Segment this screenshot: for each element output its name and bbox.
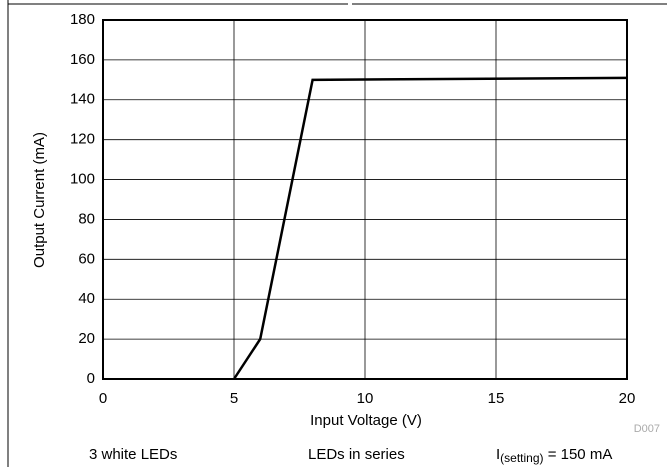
y-tick-label: 180 <box>70 11 95 28</box>
y-tick-label: 100 <box>70 171 95 188</box>
y-tick-label: 20 <box>78 330 95 347</box>
grid <box>102 19 628 380</box>
x-tick-label: 10 <box>357 390 374 407</box>
y-tick-label: 0 <box>87 370 95 387</box>
x-tick-label: 15 <box>488 390 505 407</box>
y-tick-label: 160 <box>70 51 95 68</box>
x-axis-label: Input Voltage (V) <box>310 412 422 429</box>
x-tick-label: 20 <box>619 390 636 407</box>
y-axis-label: Output Current (mA) <box>31 132 48 268</box>
plot-border <box>102 19 628 380</box>
data-line <box>232 76 628 380</box>
y-tick-label: 80 <box>78 210 95 227</box>
setting-note: I(setting) = 150 mA <box>496 446 612 465</box>
setting-sub: (setting) <box>500 451 543 465</box>
x-tick-label: 5 <box>230 390 238 407</box>
y-tick-label: 120 <box>70 131 95 148</box>
y-tick-label: 40 <box>78 290 95 307</box>
x-tick-label: 0 <box>99 390 107 407</box>
setting-rest: = 150 mA <box>544 446 613 463</box>
setting-main: I <box>496 446 500 463</box>
note: 3 white LEDs <box>89 446 177 463</box>
y-tick-label: 60 <box>78 250 95 267</box>
figure-code: D007 <box>634 423 660 435</box>
y-tick-label: 140 <box>70 91 95 108</box>
note: LEDs in series <box>308 446 405 463</box>
